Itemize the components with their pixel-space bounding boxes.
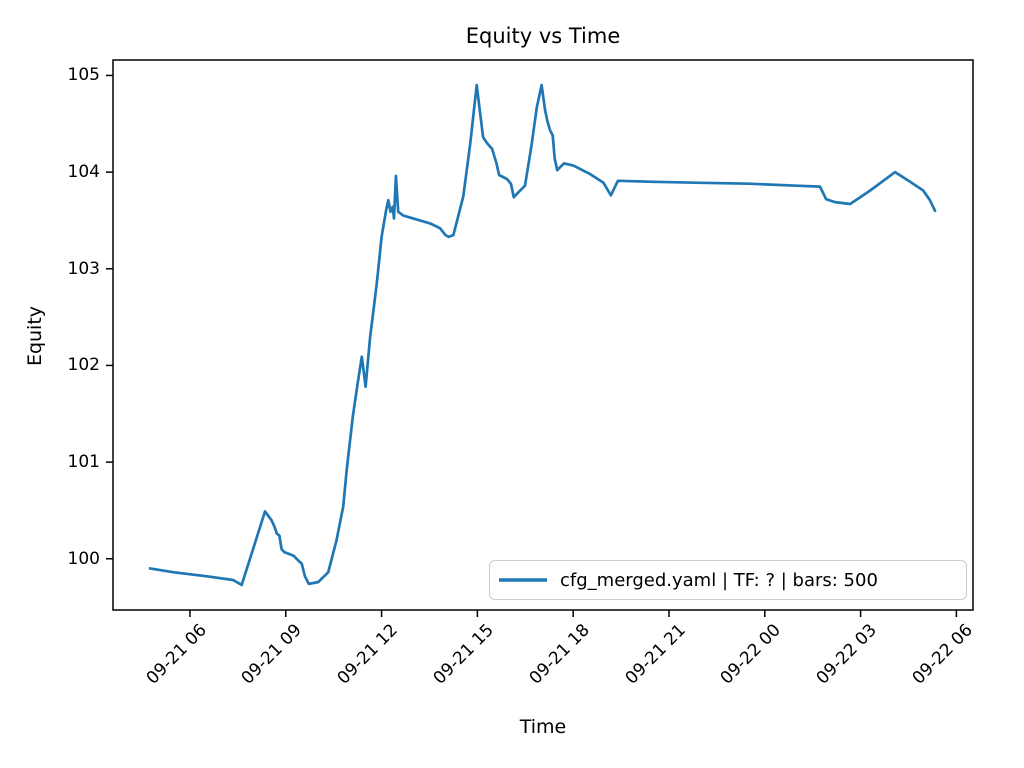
y-tick-label: 105 — [67, 65, 100, 86]
chart-title: Equity vs Time — [465, 24, 621, 48]
axes-spines — [112, 59, 974, 611]
x-axis-label: Time — [519, 716, 567, 738]
y-tick-label: 103 — [67, 258, 100, 279]
legend-label: cfg_merged.yaml | TF: ? | bars: 500 — [560, 569, 878, 591]
y-tick-label: 102 — [67, 355, 100, 376]
y-tick-label: 100 — [67, 548, 100, 569]
y-tick-label: 104 — [67, 162, 100, 183]
legend-line-sample-icon — [499, 578, 547, 582]
legend: cfg_merged.yaml | TF: ? | bars: 500 — [489, 560, 967, 600]
y-tick-label: 101 — [67, 452, 100, 473]
equity-line — [148, 83, 937, 587]
